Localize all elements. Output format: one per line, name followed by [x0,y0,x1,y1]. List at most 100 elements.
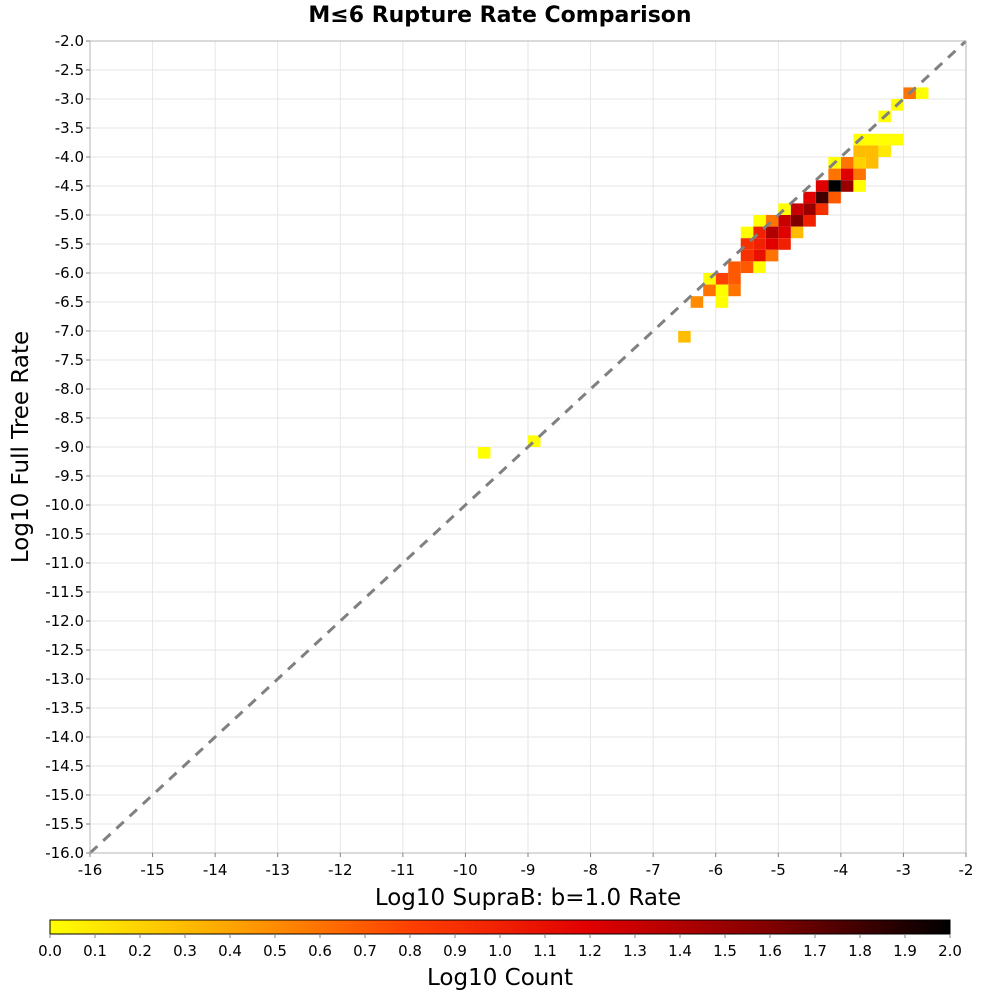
x-tick-label: -3 [896,861,911,879]
heatmap-cell [865,157,879,169]
heatmap-cell [740,238,754,250]
heatmap-cell [753,261,766,273]
heatmap-cell [840,157,854,169]
y-axis-label: Log10 Full Tree Rate [8,331,34,563]
y-tick-label: -3.0 [55,90,84,108]
heatmap-cell [728,261,741,273]
heatmap-cell [840,168,854,181]
heatmap-cell [753,226,766,239]
y-tick-label: -4.5 [55,177,84,195]
colorbar-tick-label: 1.5 [713,942,737,960]
x-tick-label: -8 [583,861,598,879]
heatmap-cell [753,249,766,262]
y-tick-label: -13.5 [45,699,84,717]
y-tick-label: -16.0 [45,844,84,862]
colorbar-tick-label: 0.0 [38,942,62,960]
heatmap-cell [765,249,779,262]
y-tick-label: -15.5 [45,815,84,833]
y-tick-label: -13.0 [45,670,84,688]
colorbar-tick-label: 0.6 [308,942,332,960]
colorbar-tick-label: 1.4 [668,942,692,960]
grid-lines [89,40,967,854]
y-tick-label: -6.5 [55,293,84,311]
heatmap-cell [828,180,841,192]
y-tick-label: -3.5 [55,119,84,137]
x-tick-label: -9 [521,861,536,879]
heatmap-cell [803,191,816,204]
y-tick-label: -9.0 [55,438,84,456]
heatmap-cell [740,261,754,273]
heatmap-cell [778,238,791,250]
colorbar-tick-label: 1.1 [533,942,557,960]
heatmap-cell [765,215,779,227]
y-tick-label: -12.0 [45,612,84,630]
colorbar-tick-label: 1.2 [578,942,602,960]
y-tick-label: -10.0 [45,496,84,514]
y-tick-label: -5.5 [55,235,84,253]
y-tick-label: -11.0 [45,554,84,572]
heatmap-cell [865,133,879,146]
heatmap-cell [740,226,754,239]
colorbar-tick-label: 0.1 [83,942,107,960]
heatmap-cell [728,273,741,285]
x-tick-label: -13 [265,861,290,879]
colorbar-tick-label: 1.3 [623,942,647,960]
heatmap-cell [915,87,929,99]
x-tick-label: -4 [833,861,848,879]
heatmap-cell [778,226,791,239]
heatmap-cell [715,284,729,297]
heatmap-cell [703,273,716,285]
heatmap-cell [740,249,754,262]
colorbar-tick-label: 0.4 [218,942,242,960]
x-tick-label: -15 [140,861,165,879]
colorbar-tick-label: 1.6 [758,942,782,960]
colorbar-tick-label: 1.7 [803,942,827,960]
heatmap-cell [690,296,704,308]
heatmap-cell [715,296,729,308]
colorbar-tick-label: 0.2 [128,942,152,960]
x-tick-label: -10 [453,861,478,879]
heatmap-cell [840,180,854,192]
heatmap-cell [715,273,729,285]
heatmap-cell [878,133,891,146]
y-tick-label: -7.5 [55,351,84,369]
x-axis-ticks: -16 -15 -14 -13 -12 -11 -10 -9 -8 -7 -6 -5 -4 -3 -2 [78,853,974,879]
x-tick-label: -12 [328,861,353,879]
heatmap-cell [853,180,866,192]
y-tick-label: -15.0 [45,786,84,804]
heatmap-cell [815,191,829,204]
x-tick-label: -14 [203,861,228,879]
heatmap-cell [878,145,891,157]
colorbar-tick-label: 2.0 [938,942,962,960]
heatmap-cell [890,133,904,146]
heatmap-cell [865,145,879,157]
y-tick-label: -7.0 [55,322,84,340]
y-axis-ticks: -2.0 -2.5 -3.0 -3.5 -4.0 -4.5 -5.0 -5.5 -6.0 -6.5… [45,32,90,862]
colorbar-tick-label: 0.5 [263,942,287,960]
heatmap-cell [853,145,866,157]
colorbar [49,919,951,935]
heatmap-cell [765,226,779,239]
heatmap-cell [828,168,841,181]
heatmap-cell [753,238,766,250]
heatmap-cell [778,203,791,215]
heatmap-cell [703,284,716,297]
y-tick-label: -4.0 [55,148,84,166]
y-tick-label: -5.0 [55,206,84,224]
x-tick-label: -11 [391,861,416,879]
heatmap-cell [477,447,491,459]
colorbar-tick-label: 0.8 [398,942,422,960]
heatmap-cell [828,191,841,204]
y-tick-label: -6.0 [55,264,84,282]
y-tick-label: -9.5 [55,467,84,485]
x-tick-label: -6 [708,861,723,879]
x-axis-label: Log10 SupraB: b=1.0 Rate [375,885,681,911]
heatmap-cell [853,157,866,169]
x-tick-label: -2 [959,861,974,879]
heatmap-cell [778,215,791,227]
x-tick-label: -7 [646,861,661,879]
y-tick-label: -11.5 [45,583,84,601]
heatmap-cell [765,238,779,250]
heatmap-cell [790,203,804,215]
